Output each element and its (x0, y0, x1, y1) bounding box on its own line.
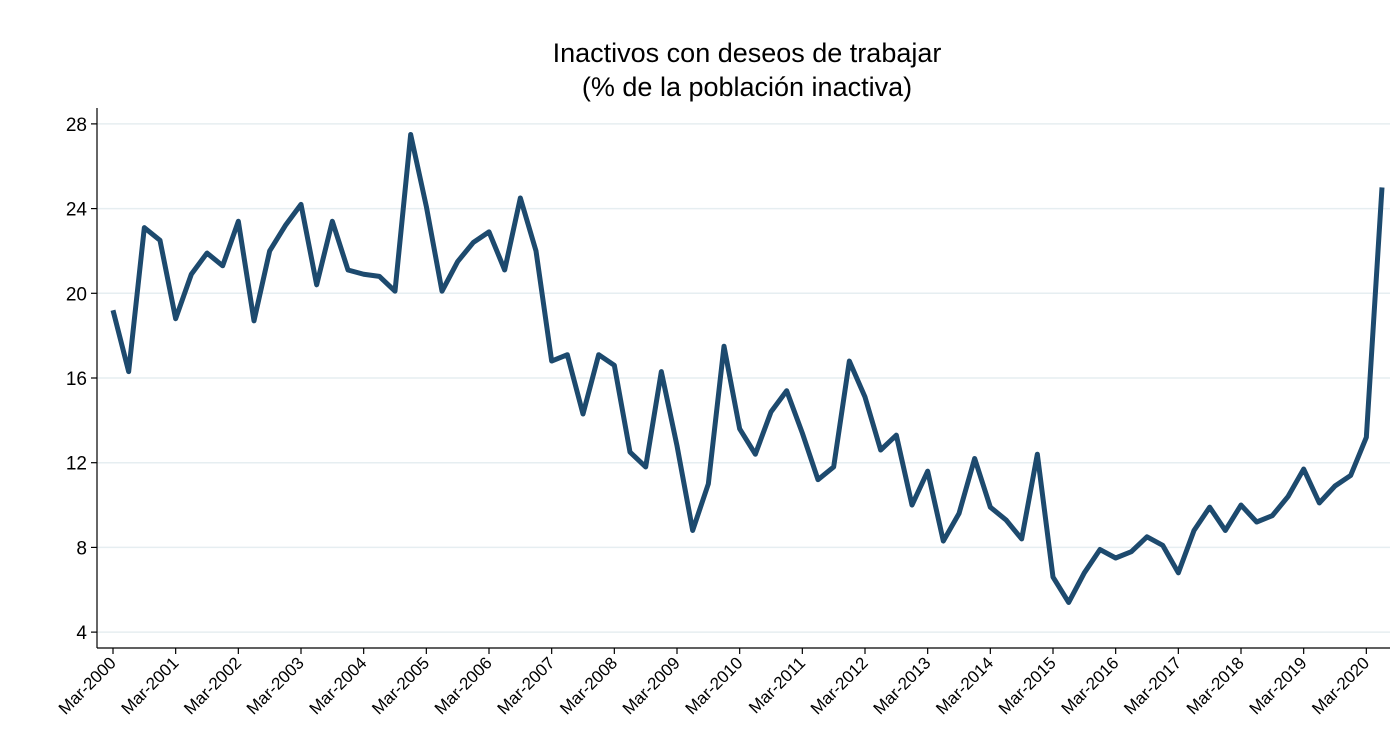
y-tick-label: 8 (76, 538, 87, 559)
y-tick-label: 20 (66, 284, 87, 305)
x-tick-label: Mar-2007 (494, 653, 559, 718)
x-tick-label: Mar-2003 (243, 653, 308, 718)
x-tick-label: Mar-2020 (1308, 653, 1373, 718)
x-tick-label: Mar-2013 (870, 653, 935, 718)
line (110, 131, 1385, 605)
x-tick-label: Mar-2008 (556, 653, 621, 718)
x-tick-label: Mar-2000 (55, 653, 120, 718)
y-tick-label: 16 (66, 369, 87, 390)
x-tick-label: Mar-2011 (745, 653, 809, 717)
y-tick-label: 12 (66, 454, 87, 475)
chart-title: (% de la población inactiva) (582, 72, 912, 102)
x-tick-label: Mar-2012 (807, 653, 872, 718)
x-tick-label: Mar-2004 (306, 653, 371, 718)
y-tick-label: 4 (76, 623, 87, 644)
x-tick-label: Mar-2002 (180, 653, 245, 718)
x-tick-label: Mar-2001 (118, 653, 183, 718)
y-tick-label: 24 (66, 200, 88, 221)
x-tick-label: Mar-2006 (431, 653, 496, 718)
x-tick-label: Mar-2010 (682, 653, 747, 718)
chart-title: Inactivos con deseos de trabajar (553, 38, 942, 68)
y-tick-label: 28 (66, 115, 87, 136)
x-tick-label: Mar-2016 (1058, 653, 1123, 718)
x-tick-label: Mar-2014 (932, 653, 997, 718)
x-tick-label: Mar-2015 (995, 653, 1060, 718)
x-tick-label: Mar-2009 (619, 653, 684, 718)
x-tick-label: Mar-2018 (1183, 653, 1248, 718)
x-tick-label: Mar-2019 (1246, 653, 1311, 718)
x-tick-label: Mar-2017 (1120, 653, 1185, 718)
x-tick-label: Mar-2005 (368, 653, 433, 718)
